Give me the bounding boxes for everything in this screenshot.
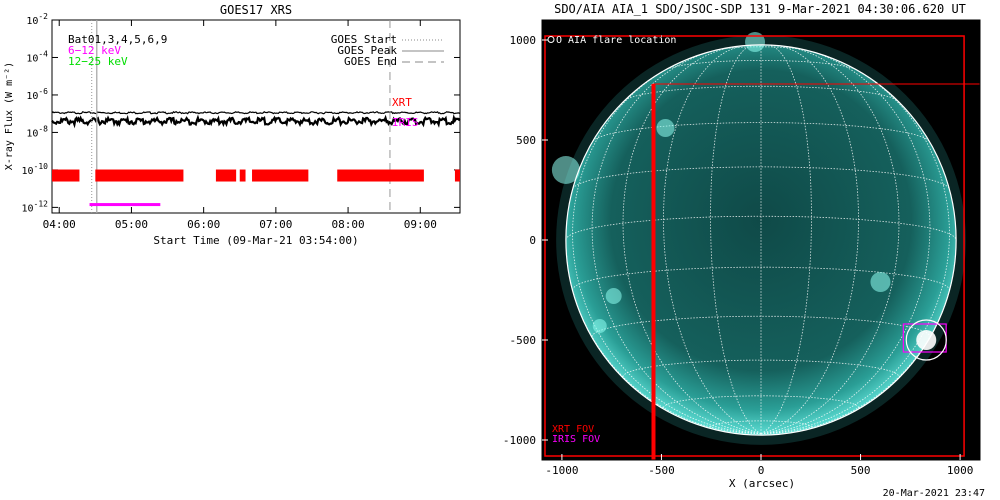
goes-y-tick-label: 10-6 [26,87,48,102]
aia-x-tick-label: 1000 [947,464,974,477]
goes-xrs-chart: GOES17 XRS 04:00 05:00 06:00 07:00 08:00 09:0… [4,3,461,247]
longitude-line [760,45,860,435]
legend-bat-detectors: Bat01,3,4,5,6,9 [68,33,167,46]
fov-overlays [544,35,980,460]
active-region [551,156,580,184]
aia-x-axis-label: X (arcsec) [729,477,795,490]
xrt-annotation: XRT [392,96,412,109]
longitude-line [760,49,931,435]
active-region [605,288,622,304]
aia-y-tick-label: 1000 [510,34,537,47]
generation-timestamp: 20-Mar-2021 23:47 [883,488,985,499]
longitude-line [662,45,762,435]
legend-6-12-kev: 6−12 keV [68,44,121,57]
goes-legend-right: GOES Start GOES Peak GOES End [331,33,444,68]
xrt-coverage-bar [215,169,237,182]
aia-x-tick-label: 500 [851,464,871,477]
active-region [745,32,766,52]
active-region [870,272,891,292]
aia-axis-ticks: -1000 -500 0 500 1000 -1000 -500 0 500 1000 [503,34,973,477]
xrt-fov-box [544,35,965,457]
aia-x-tick-label: 0 [758,464,765,477]
xrt-fov-label: XRT FOV [552,424,594,435]
xrt-coverage-bar [239,169,246,182]
aia-chart-title: SDO/AIA AIA_1 SDO/JSOC-SDP 131 9-Mar-202… [554,2,966,16]
longitude-line [622,46,762,435]
goes-y-tick-label: 10-2 [26,12,48,27]
aia-x-tick-label: -1000 [545,464,578,477]
xrt-coverage-bar [52,169,80,182]
longitude-line [760,239,957,435]
aia-y-tick-label: -1000 [503,434,536,447]
goes-y-tick-label: 10-4 [26,49,48,64]
legend-12-25-kev: 12−25 keV [68,55,128,68]
longitude-line [565,239,762,435]
goes-y-tick-label: 10-10 [22,162,49,177]
xrt-coverage-bar [252,169,309,182]
latitude-line [624,85,898,101]
goes-x-tick-label: 07:00 [259,218,292,231]
goes-y-tick-label: 10-12 [22,199,49,214]
flare-bright-core [916,330,937,350]
xrt-coverage-bar [95,169,184,182]
aia-image-panel: SDO/AIA AIA_1 SDO/JSOC-SDP 131 9-Mar-202… [503,2,985,499]
legend-goes-peak: GOES Peak [337,44,397,57]
goes-series-line [51,113,461,129]
xrt-coverage-bar [337,169,424,182]
aia-y-tick-label: 500 [516,134,536,147]
aia-flare-legend: O AIA flare location [556,35,676,46]
goes-chart-title: GOES17 XRS [220,3,292,17]
legend-goes-end: GOES End [344,55,397,68]
goes-data-marks [51,20,461,213]
iris-annotation: IRIS [392,116,419,129]
goes-x-axis-label: Start Time (09-Mar-21 03:54:00) [153,234,358,247]
longitude-line [760,64,950,435]
goes-series-line [51,110,461,115]
longitude-line [591,49,762,435]
goes-x-tick-label: 04:00 [43,218,76,231]
aia-y-tick-label: -500 [510,334,537,347]
solar-disk [565,44,957,436]
legend-goes-start: GOES Start [331,33,397,46]
goes-y-axis-label: X-ray Flux (W m⁻²) [4,62,15,170]
active-region [656,119,675,137]
latitude-line [663,395,859,408]
aia-y-tick-label: 0 [529,234,536,247]
longitude-line [760,44,812,435]
longitude-line [710,44,762,435]
longitude-line [760,46,900,435]
active-regions [551,32,937,350]
goes-x-tick-label: 05:00 [115,218,148,231]
aia-x-tick-label: -500 [648,464,675,477]
latitude-line [622,359,900,377]
goes-legend-left: Bat01,3,4,5,6,9 6−12 keV 12−25 keV [68,33,167,68]
goes-x-tick-label: 09:00 [404,218,437,231]
longitude-line [572,64,762,435]
heliographic-grid [565,44,957,435]
active-region [592,319,607,333]
iris-coverage-bar [89,203,161,207]
xrt-coverage-bar [454,169,460,182]
latitude-line [572,166,950,189]
iris-fov-label: IRIS FOV [552,434,600,445]
goes-x-tick-label: 06:00 [187,218,220,231]
goes-y-tick-label: 10-8 [26,124,48,139]
flare-location-marker [905,319,947,361]
solar-limb [565,44,957,436]
goes-x-tick-label: 08:00 [332,218,365,231]
